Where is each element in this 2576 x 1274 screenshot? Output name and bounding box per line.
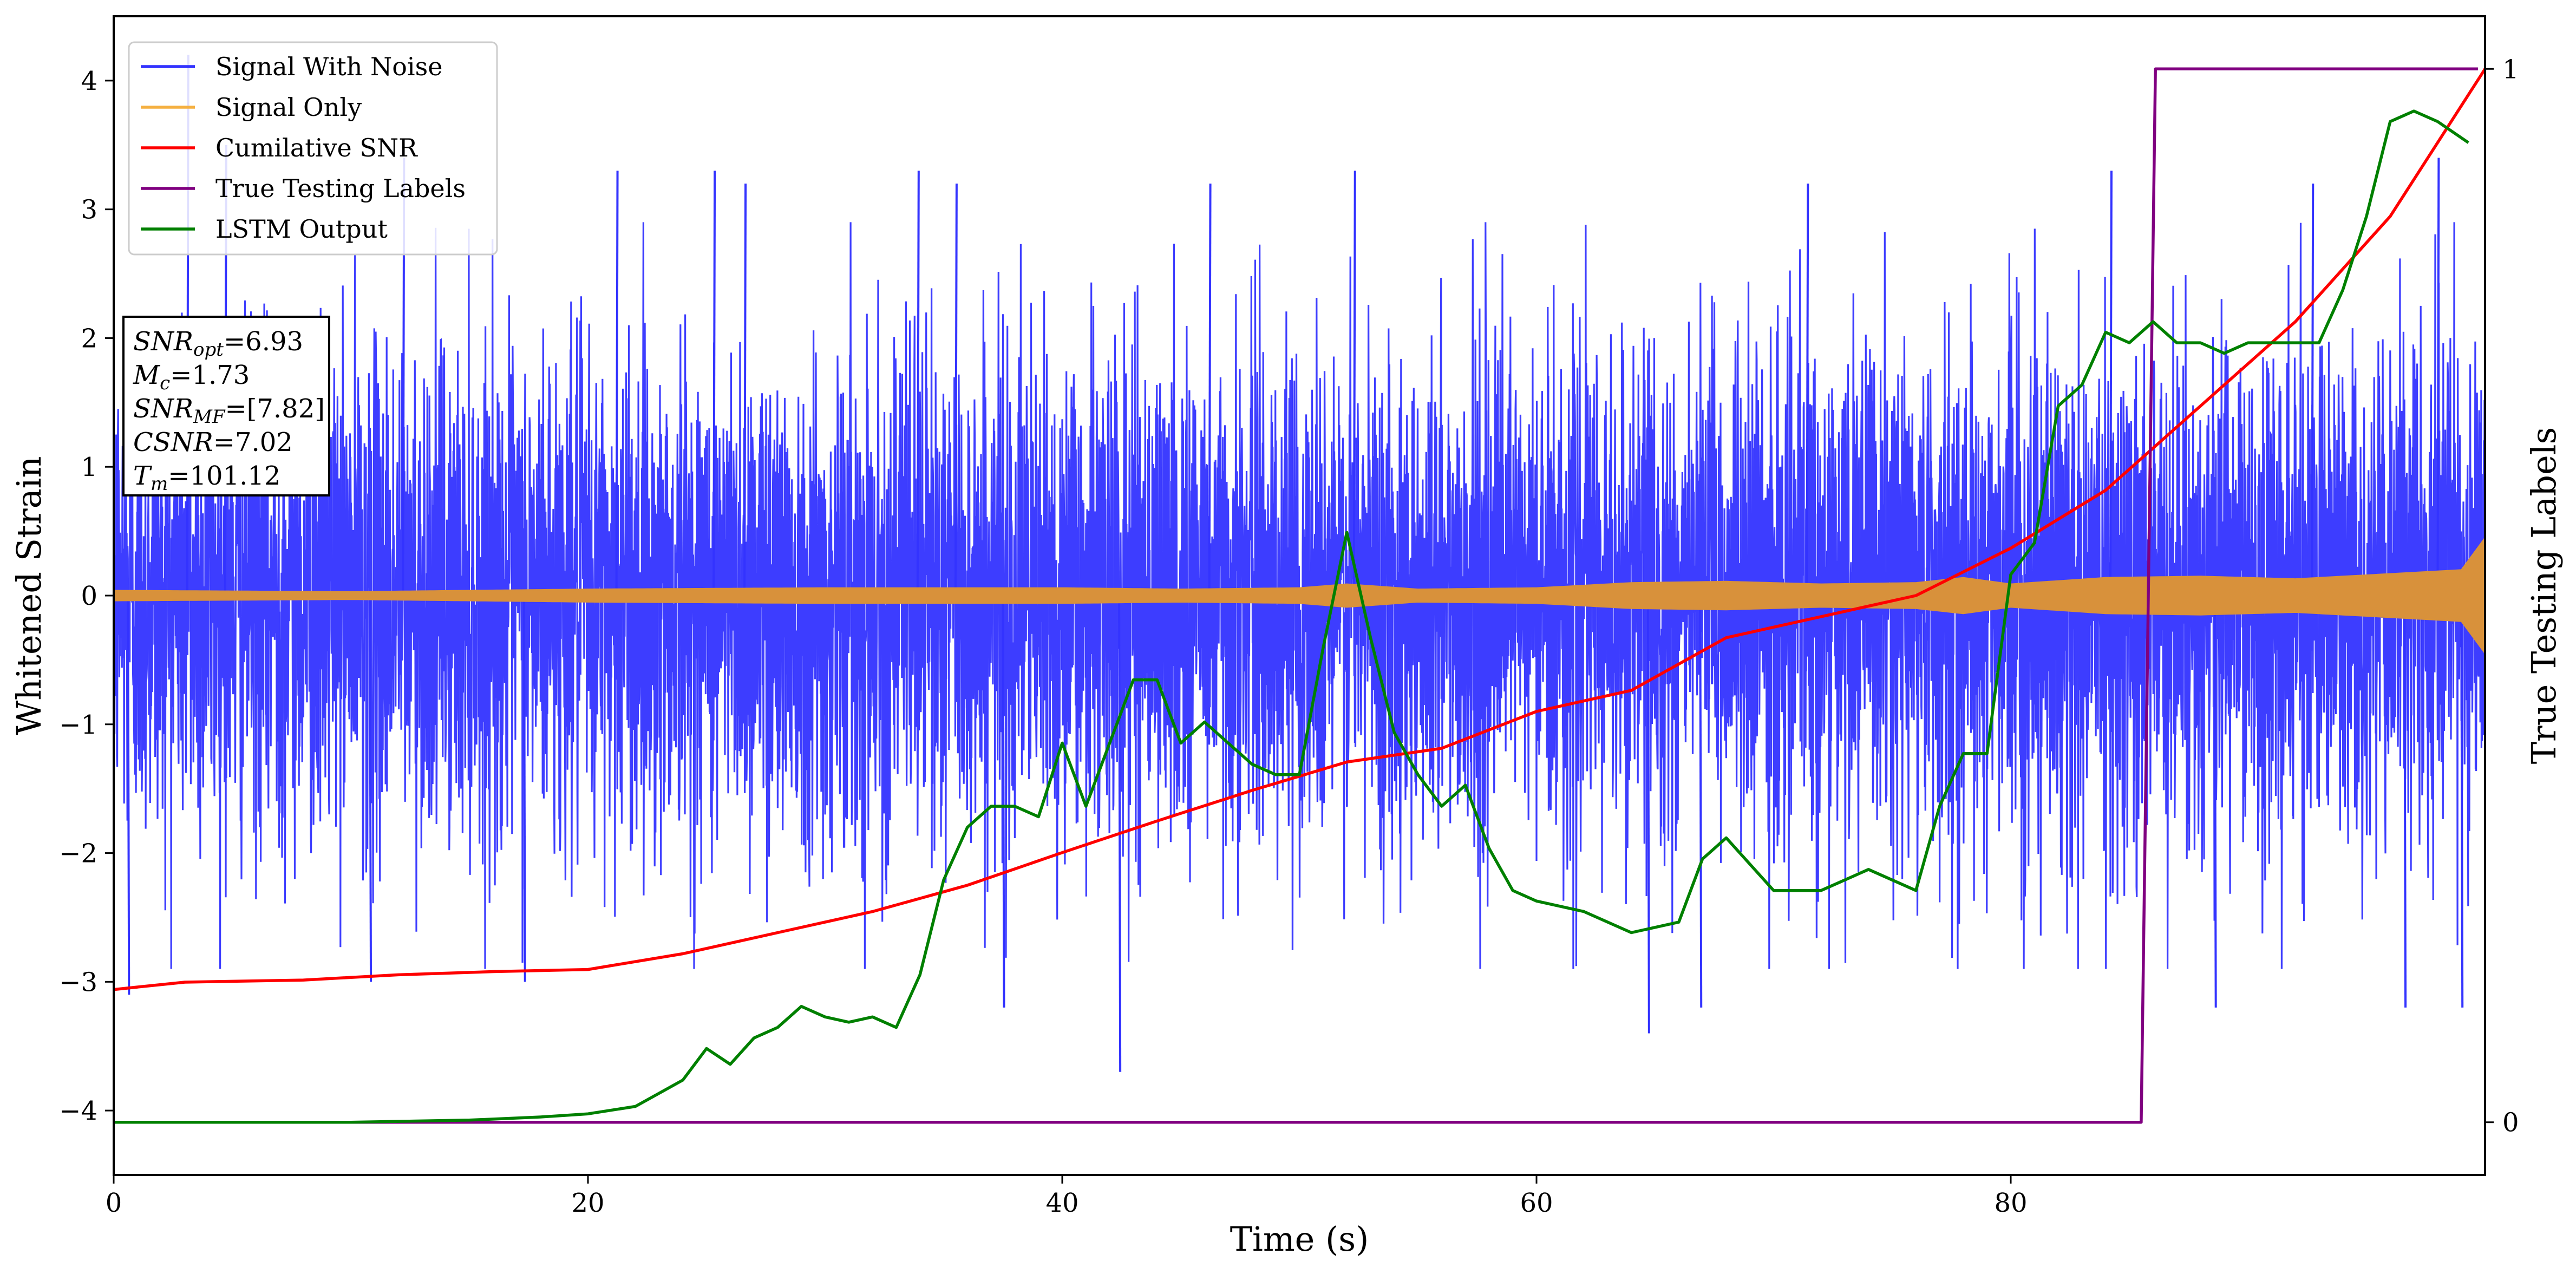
y-tick-label-3: 3 bbox=[81, 195, 97, 225]
legend-label-true-testing-labels: True Testing Labels bbox=[215, 174, 466, 203]
series-signal-with-noise-spike-11 bbox=[1002, 595, 1005, 1008]
series-signal-with-noise-spike-14 bbox=[1352, 171, 1356, 596]
legend-frame bbox=[128, 41, 498, 256]
legend-label-signal-only: Signal Only bbox=[215, 93, 362, 122]
info-line-3: CSNR=7.02 bbox=[133, 427, 293, 458]
series-signal-with-noise-spike-19 bbox=[2213, 595, 2217, 1008]
y-tick-label--2: −2 bbox=[59, 839, 97, 869]
series-cumilative-snr bbox=[114, 68, 2485, 991]
series-signal-only bbox=[114, 537, 2485, 655]
x-tick-label-60: 60 bbox=[1520, 1188, 1553, 1218]
x-tick-label-40: 40 bbox=[1045, 1188, 1078, 1218]
series-lstm-output bbox=[114, 109, 2469, 1124]
series-signal-with-noise-spike-16 bbox=[1699, 595, 1703, 1008]
x-tick-label-80: 80 bbox=[1994, 1188, 2027, 1218]
series-signal-with-noise-spike-10 bbox=[954, 184, 958, 596]
series-signal-with-noise-spike-3 bbox=[369, 595, 372, 982]
legend-label-signal-with-noise: Signal With Noise bbox=[215, 52, 442, 81]
y2-tick-label-0: 0 bbox=[2502, 1108, 2519, 1138]
y-tick-label--4: −4 bbox=[59, 1096, 97, 1126]
x-tick-label-0: 0 bbox=[106, 1188, 122, 1218]
series-signal-with-noise-spike-0 bbox=[127, 595, 130, 995]
info-line-1: Mc=1.73 bbox=[133, 360, 250, 394]
series-signal-with-noise-spike-8 bbox=[743, 184, 747, 596]
info-line-2: SNRMF=[7.82] bbox=[133, 394, 325, 428]
legend: Signal With Noise Signal Only Cumilative S… bbox=[128, 41, 498, 256]
series-signal-with-noise-spike-6 bbox=[615, 171, 619, 596]
series-signal-with-noise-spike-13 bbox=[1208, 184, 1212, 596]
series-signal-with-noise-spike-17 bbox=[1806, 184, 1809, 596]
y-axis-title: Whitened Strain bbox=[9, 456, 49, 735]
series-signal-with-noise-spike-9 bbox=[916, 171, 920, 596]
series-signal-with-noise-spike-7 bbox=[712, 171, 716, 596]
y-tick-label-2: 2 bbox=[81, 323, 97, 354]
series-signal-with-noise-spike-22 bbox=[2436, 158, 2440, 596]
y-tick-label--1: −1 bbox=[59, 710, 97, 740]
y-tick-label--3: −3 bbox=[59, 967, 97, 997]
legend-label-lstm-output: LSTM Output bbox=[215, 214, 388, 244]
info-line-4: Tm=101.12 bbox=[133, 461, 280, 495]
legend-label-cumilative-snr: Cumilative SNR bbox=[215, 133, 418, 162]
info-box-frame bbox=[122, 316, 330, 496]
info-box: SNRopt=6.93Mc=1.73SNRMF=[7.82]CSNR=7.02T… bbox=[122, 316, 330, 496]
y2-tick-label-1: 1 bbox=[2502, 54, 2519, 84]
y2-axis-title: True Testing Labels bbox=[2524, 427, 2564, 765]
series-signal-with-noise-spike-18 bbox=[2109, 171, 2113, 596]
series-signal-with-noise-spike-23 bbox=[2460, 595, 2464, 1008]
series-signal-with-noise bbox=[114, 222, 2485, 969]
series-signal-with-noise-spike-5 bbox=[522, 595, 526, 982]
series-layer bbox=[114, 55, 2485, 1124]
y-tick-label-0: 0 bbox=[81, 581, 97, 611]
y-tick-label-4: 4 bbox=[81, 66, 97, 96]
series-signal-with-noise-spike-15 bbox=[1646, 595, 1650, 1034]
info-line-0: SNRopt=6.93 bbox=[133, 326, 303, 361]
y-tick-label-1: 1 bbox=[81, 452, 97, 482]
series-signal-with-noise-spike-21 bbox=[2403, 595, 2407, 1008]
x-tick-label-20: 20 bbox=[571, 1188, 604, 1218]
series-signal-with-noise-spike-20 bbox=[2311, 184, 2315, 596]
x-axis-title: Time (s) bbox=[1230, 1219, 1369, 1259]
series-true-testing-labels bbox=[114, 67, 2478, 1124]
